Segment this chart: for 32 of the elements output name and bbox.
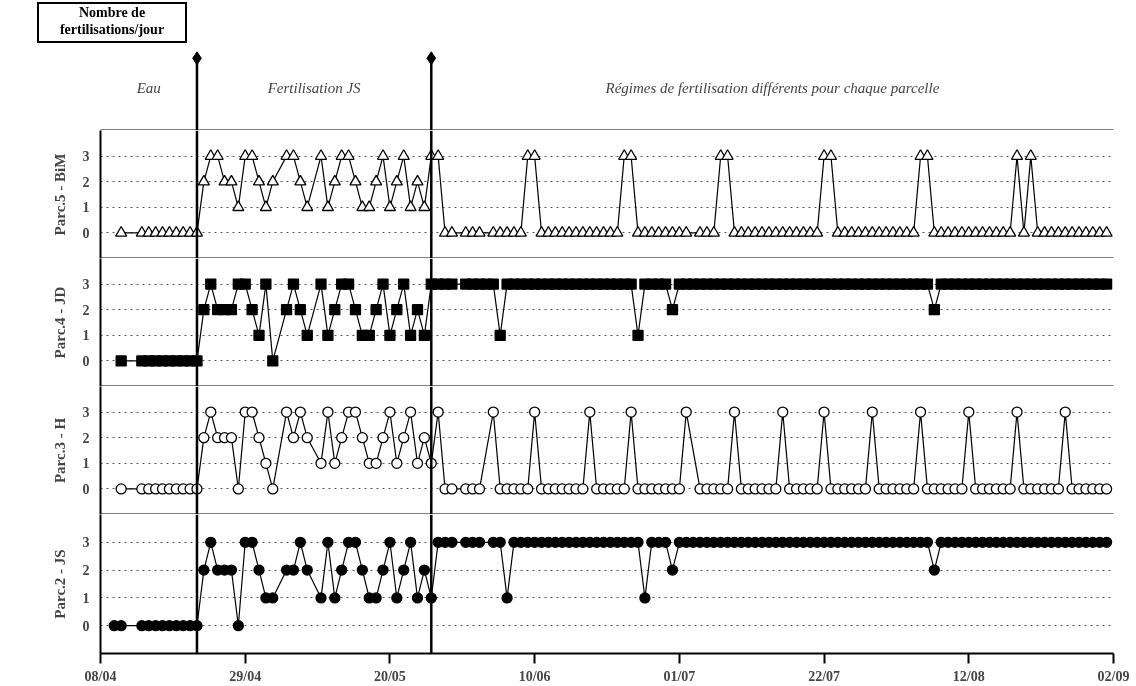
y-tick-label: 1 — [82, 456, 90, 472]
y-tick-label: 2 — [82, 563, 90, 579]
text: Fertilisation JS — [266, 80, 362, 96]
x-tick-label: 08/04 — [84, 668, 117, 684]
y-tick-label: 2 — [82, 174, 90, 190]
text: Régimes de fertilisation différents pour chaque parcelle — [604, 80, 940, 96]
x-tick-label: 20/05 — [373, 668, 406, 684]
y-tick-label: 3 — [82, 405, 90, 421]
y-tick-label: 0 — [82, 618, 90, 634]
x-tick-label: 01/07 — [663, 668, 696, 684]
y-tick-label: 1 — [82, 200, 90, 216]
x-tick-label: 29/04 — [229, 668, 262, 684]
y-tick-label: 2 — [82, 430, 90, 446]
text: Eau — [135, 80, 161, 96]
y-tick-label: 3 — [82, 535, 90, 551]
text: Nombre de fertilisations/jour — [59, 4, 165, 38]
y-axis-title: Parc.2 - JS — [51, 549, 68, 619]
y-tick-label: 0 — [82, 353, 90, 369]
y-tick-label: 0 — [82, 481, 90, 497]
y-tick-label: 1 — [82, 590, 90, 606]
y-tick-label: 2 — [82, 302, 90, 318]
y-axis-title: Parc.3 - H — [51, 417, 68, 484]
y-tick-label: 1 — [82, 328, 90, 344]
x-tick-label: 10/06 — [518, 668, 551, 684]
y-tick-label: 0 — [82, 225, 90, 241]
y-tick-label: 3 — [82, 277, 90, 293]
y-tick-label: 3 — [82, 149, 90, 165]
x-tick-label: 22/07 — [808, 668, 841, 684]
y-axis-title: Parc.5 - BiM — [51, 153, 68, 236]
y-axis-title: Parc.4 - JD — [51, 286, 68, 359]
x-tick-label: 12/08 — [952, 668, 985, 684]
x-tick-label: 02/09 — [1097, 668, 1130, 684]
